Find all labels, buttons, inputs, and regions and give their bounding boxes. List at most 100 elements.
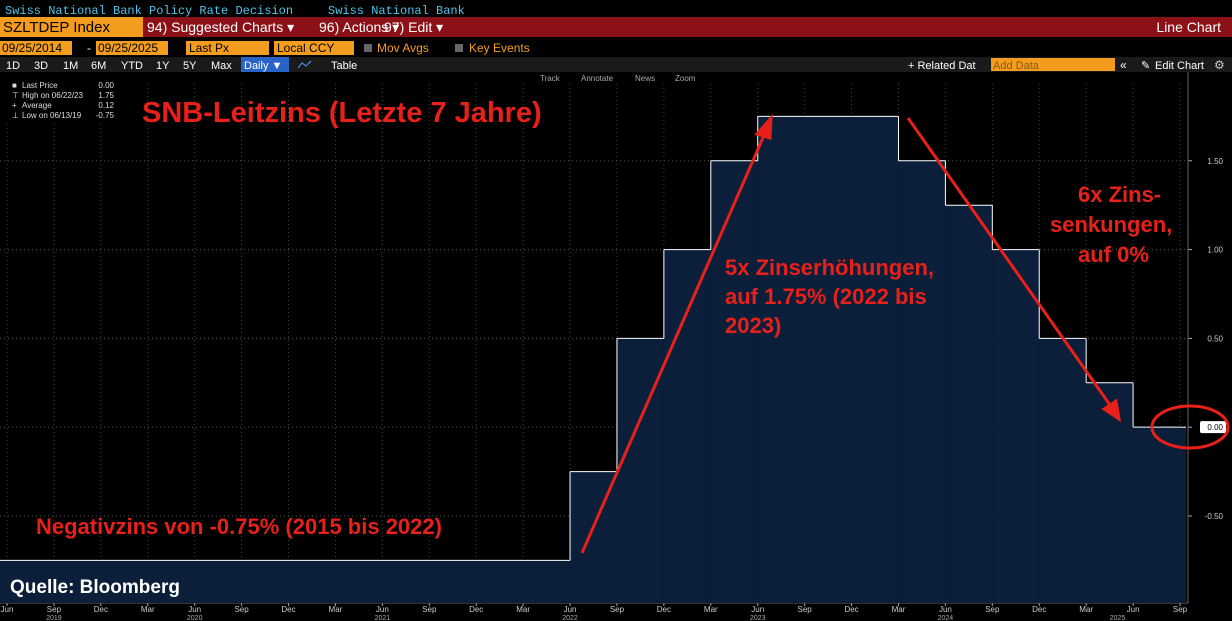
security-name: Swiss National Bank Policy Rate Decision: [5, 4, 293, 18]
line-icon[interactable]: [297, 60, 312, 69]
x-tick-label: Jun: [751, 605, 764, 614]
range-button[interactable]: YTD: [121, 60, 143, 72]
x-tick-label: Jun: [939, 605, 952, 614]
edit-chart[interactable]: Edit Chart: [1155, 60, 1204, 72]
edit-icon[interactable]: ✎: [1141, 60, 1150, 72]
area-segment: [1086, 382, 1134, 603]
year-label: 2022: [562, 615, 578, 621]
annotation: Negativzins von -0.75% (2015 bis 2022): [36, 514, 442, 539]
frequency-box[interactable]: [241, 57, 289, 72]
option[interactable]: Mov Avgs: [377, 41, 429, 55]
x-tick-label: Sep: [1173, 605, 1188, 614]
year-label: 2023: [750, 615, 766, 621]
annotation: 5x Zinserhöhungen,: [725, 255, 934, 280]
y-tick-label: 1.50: [1207, 157, 1223, 166]
collapse-icon[interactable]: «: [1120, 58, 1127, 72]
menu[interactable]: 97) Edit ▾: [384, 19, 443, 35]
add-data[interactable]: Add Data: [993, 60, 1040, 72]
chart-tool[interactable]: Annotate: [581, 74, 614, 83]
x-tick-label: Sep: [798, 605, 813, 614]
end-date[interactable]: 09/25/2025: [98, 41, 158, 55]
legend-label: Last Price: [22, 81, 58, 90]
x-tick-label: Jun: [564, 605, 577, 614]
area-segment: [1039, 338, 1087, 603]
arrow: [906, 117, 1112, 406]
y-tick-label: 0.00: [1207, 423, 1223, 432]
command-bar: [0, 17, 1232, 37]
legend-symbol: ⊤: [12, 91, 19, 100]
range-button[interactable]: 3D: [34, 60, 48, 72]
arrow: [580, 132, 767, 554]
annotation: auf 1.75% (2022 bis: [725, 284, 927, 309]
x-tick-label: Mar: [141, 605, 155, 614]
legend-value: 1.75: [98, 91, 114, 100]
menu[interactable]: 94) Suggested Charts ▾: [147, 19, 294, 35]
range-button[interactable]: 6M: [91, 60, 106, 72]
area-segment: [663, 249, 711, 603]
year-label: 2025: [1110, 615, 1126, 621]
plot: 1.50 1.00 0.50 0.00 -0.50 Jun Sep Dec Mar Jun Sep D…: [0, 72, 1226, 621]
start-date-box[interactable]: [0, 41, 72, 55]
currency[interactable]: Local CCY: [277, 41, 334, 55]
source: Quelle: Bloomberg: [10, 577, 180, 598]
field-box[interactable]: [186, 41, 269, 55]
x-tick-label: Mar: [1079, 605, 1093, 614]
legend-box: [6, 78, 118, 124]
arrowhead: [754, 113, 773, 141]
area-segment: [0, 560, 571, 603]
ticker[interactable]: SZLTDEP Index: [3, 19, 110, 36]
area-segment: [757, 116, 899, 603]
x-tick-label: Mar: [516, 605, 530, 614]
x-tick-label: Dec: [94, 605, 108, 614]
frequency[interactable]: Daily ▼: [244, 60, 282, 72]
area-segment: [992, 249, 1040, 603]
range-bar: [0, 57, 1232, 72]
chart-tool[interactable]: Zoom: [675, 74, 696, 83]
area-segment: [898, 160, 946, 603]
menu[interactable]: 96) Actions ▾: [319, 19, 399, 35]
add-data-box[interactable]: [991, 58, 1115, 71]
x-tick-label: Sep: [422, 605, 437, 614]
currency-box[interactable]: [274, 41, 354, 55]
checkbox[interactable]: [364, 44, 372, 52]
date-separator: -: [87, 41, 91, 55]
area-segment: [1180, 427, 1186, 603]
end-date-box[interactable]: [96, 41, 168, 55]
range-button[interactable]: 5Y: [183, 60, 197, 72]
range-button[interactable]: Max: [211, 60, 232, 72]
settings-icon[interactable]: ⚙: [1214, 58, 1225, 72]
x-tick-label: Jun: [1127, 605, 1140, 614]
chart-tool[interactable]: Track: [540, 74, 561, 83]
year-label: 2019: [46, 615, 62, 621]
table-button[interactable]: Table: [331, 60, 357, 72]
issuer: Swiss National Bank: [328, 4, 465, 18]
y-tick-label: 1.00: [1207, 246, 1223, 255]
legend-symbol: ■: [12, 81, 17, 90]
legend-value: 0.00: [98, 81, 114, 90]
range-button[interactable]: 1M: [63, 60, 78, 72]
x-tick-label: Jun: [376, 605, 389, 614]
last-price-badge: [1200, 421, 1226, 434]
checkbox[interactable]: [455, 44, 463, 52]
option[interactable]: Key Events: [469, 41, 530, 55]
related-data[interactable]: + Related Dat: [908, 60, 976, 72]
ticker-box[interactable]: [0, 17, 143, 37]
legend-value: 0.12: [98, 101, 114, 110]
x-tick-label: Sep: [610, 605, 625, 614]
area-segment: [945, 205, 993, 604]
start-date[interactable]: 09/25/2014: [2, 41, 62, 55]
legend-symbol: ⊥: [12, 111, 19, 120]
legend-value: -0.75: [96, 111, 115, 120]
area-segment: [710, 160, 758, 603]
x-tick-label: Sep: [47, 605, 62, 614]
chart-tool[interactable]: News: [635, 74, 655, 83]
legend-symbol: +: [12, 101, 17, 110]
x-tick-label: Jun: [1, 605, 14, 614]
range-button[interactable]: 1D: [6, 60, 20, 72]
field[interactable]: Last Px: [189, 41, 229, 55]
x-tick-label: Sep: [234, 605, 249, 614]
y-tick-label: 0.50: [1207, 334, 1223, 343]
range-button[interactable]: 1Y: [156, 60, 170, 72]
